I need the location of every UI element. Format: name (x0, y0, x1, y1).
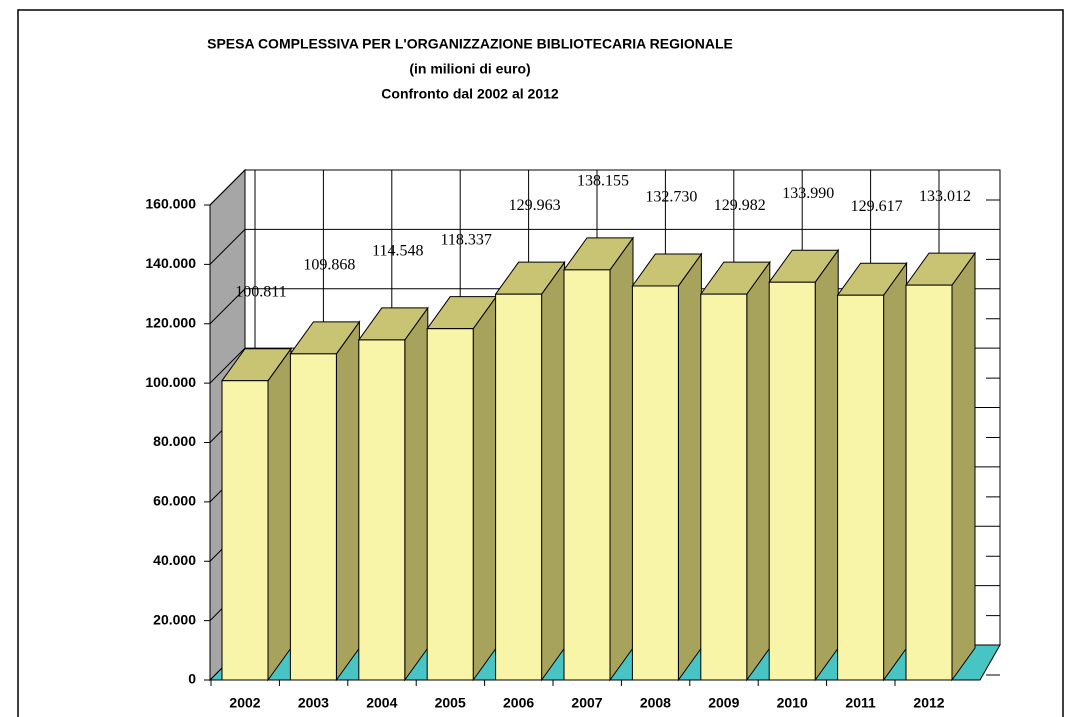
chart-title: SPESA COMPLESSIVA PER L'ORGANIZZAZIONE B… (207, 36, 733, 52)
bar (563, 269, 611, 681)
data-label: 132.730 (645, 189, 697, 206)
bar-side (609, 236, 634, 682)
grid-line (209, 288, 246, 325)
x-tick-label: 2005 (435, 695, 466, 711)
bar (221, 380, 269, 681)
y-tick-label: 100.000 (145, 374, 196, 390)
data-label: 100.811 (235, 283, 286, 300)
grid-line (209, 169, 246, 206)
bar (426, 328, 474, 681)
bar-side (404, 306, 429, 682)
data-label: 129.963 (509, 197, 561, 214)
x-tick-label: 2002 (229, 695, 260, 711)
data-label: 109.868 (303, 257, 355, 274)
bar (700, 293, 748, 681)
y-tick-label: 120.000 (145, 314, 196, 330)
data-label: 133.990 (782, 185, 834, 202)
data-label: 129.617 (851, 198, 903, 215)
bar-side (746, 260, 771, 682)
y-tick-label: 20.000 (153, 611, 196, 627)
bar-side (951, 251, 976, 682)
y-tick-label: 80.000 (153, 433, 196, 449)
bar (768, 281, 816, 681)
bar (358, 339, 406, 681)
bar (289, 353, 337, 681)
bar (905, 284, 953, 681)
data-label: 138.155 (577, 173, 629, 190)
data-label: 114.548 (372, 243, 423, 260)
bar-side (814, 248, 839, 682)
bar-side (335, 320, 360, 682)
data-label: 133.012 (919, 188, 971, 205)
bar (837, 294, 885, 681)
x-tick-label: 2010 (777, 695, 808, 711)
bar-side (883, 261, 908, 682)
x-tick-label: 2009 (708, 695, 739, 711)
y-tick-label: 0 (188, 671, 196, 687)
y-tick-label: 40.000 (153, 552, 196, 568)
bar-side (267, 347, 292, 682)
x-tick-label: 2007 (571, 695, 602, 711)
chart-subtitle: Confronto dal 2002 al 2012 (381, 86, 559, 102)
x-tick-label: 2012 (913, 695, 944, 711)
bar-side (472, 295, 497, 682)
y-tick-label: 160.000 (145, 196, 196, 212)
bar (631, 285, 679, 681)
chart-subtitle: (in milioni di euro) (409, 61, 530, 77)
x-tick-label: 2003 (298, 695, 329, 711)
grid-line (209, 347, 246, 384)
x-tick-label: 2011 (845, 695, 876, 711)
y-tick-label: 60.000 (153, 493, 196, 509)
bar-side (541, 260, 566, 682)
x-tick-label: 2006 (503, 695, 534, 711)
data-label: 129.982 (714, 197, 766, 214)
x-tick-label: 2008 (640, 695, 671, 711)
bar (495, 293, 543, 681)
bar-side (677, 252, 702, 682)
grid-line (209, 229, 246, 265)
y-tick-label: 140.000 (145, 255, 196, 271)
x-tick-label: 2004 (366, 695, 397, 711)
data-label: 118.337 (440, 231, 491, 248)
